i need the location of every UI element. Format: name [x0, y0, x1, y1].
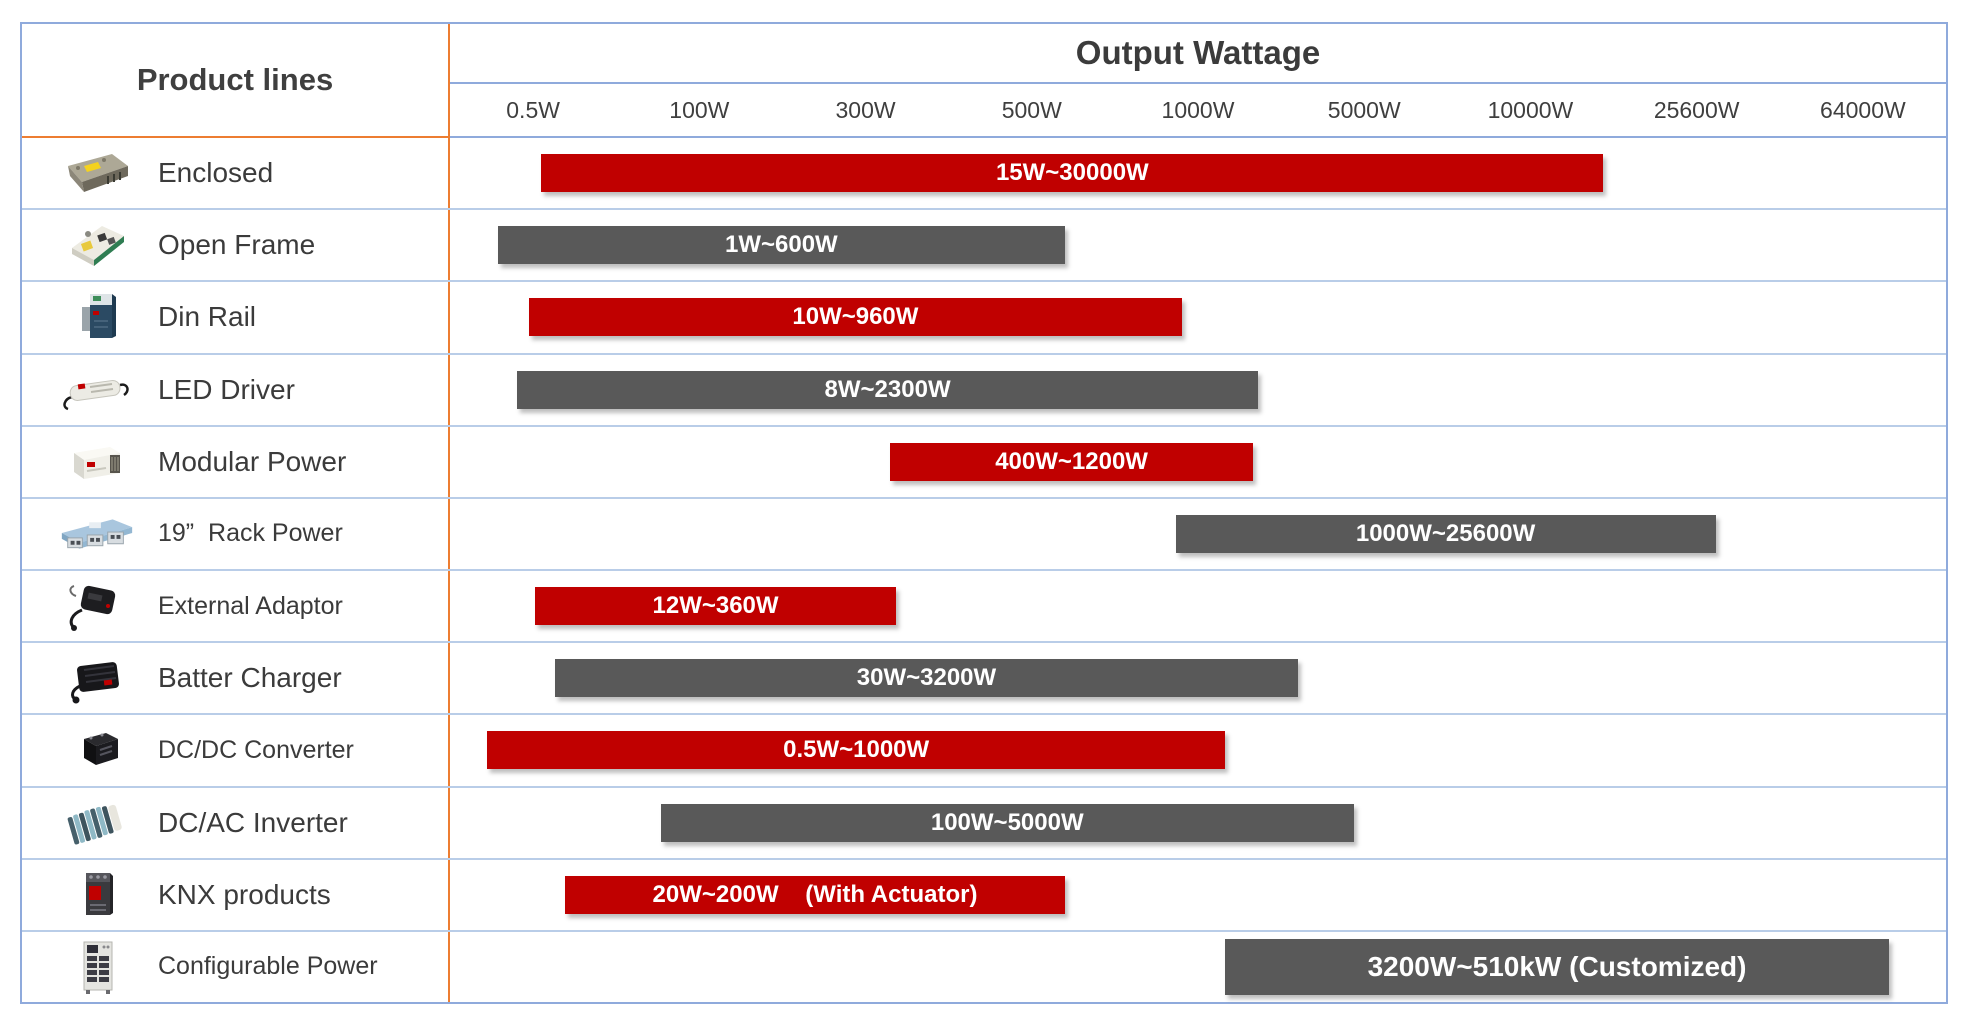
- product-name-dcdc-converter: DC/DC Converter: [158, 735, 354, 764]
- wattage-bar-dcdc-converter: 0.5W~1000W: [487, 731, 1225, 770]
- product-cell-led-driver: LED Driver: [22, 354, 450, 425]
- product-name-batter-charger: Batter Charger: [158, 662, 342, 694]
- product-cell-enclosed: Enclosed: [22, 138, 450, 209]
- wattage-bar-din-rail: 10W~960W: [529, 298, 1182, 337]
- bar-cell-open-frame: 1W~600W: [450, 210, 1946, 280]
- table-row-enclosed: Enclosed 15W~30000W: [22, 138, 1946, 211]
- led-driver-icon: [56, 363, 138, 417]
- wattage-bar-open-frame: 1W~600W: [497, 226, 1065, 265]
- table-row-open-frame: Open Frame 1W~600W: [22, 210, 1946, 283]
- scale-label-3: 500W: [1001, 96, 1062, 123]
- wattage-bar-dcac-inverter: 100W~5000W: [660, 803, 1354, 842]
- din-rail-psu-icon: [56, 289, 138, 345]
- bar-cell-enclosed: 15W~30000W: [450, 138, 1946, 208]
- product-cell-dcac-inverter: DC/AC Inverter: [22, 787, 450, 858]
- bar-cell-dcac-inverter: 100W~5000W: [450, 788, 1946, 858]
- product-cell-knx-products: KNX products: [22, 859, 450, 930]
- dcdc-converter-icon: [56, 723, 138, 777]
- bar-cell-led-driver: 8W~2300W: [450, 355, 1946, 425]
- product-cell-configurable-power: Configurable Power: [22, 931, 450, 1003]
- modular-power-icon: [56, 435, 138, 489]
- product-cell-rack-power: 19” Rack Power: [22, 498, 450, 570]
- table-row-batter-charger: Batter Charger 30W~3200W: [22, 643, 1946, 716]
- bar-cell-external-adaptor: 12W~360W: [450, 571, 1946, 641]
- table-row-external-adaptor: External Adaptor 12W~360W: [22, 571, 1946, 644]
- table-row-dcac-inverter: DC/AC Inverter 100W~5000W: [22, 787, 1946, 860]
- enclosed-psu-icon: [56, 146, 138, 200]
- table-row-configurable-power: Configurable Power 3200W~510kW (Customiz…: [22, 931, 1946, 1003]
- battery-charger-icon: [56, 650, 138, 706]
- wattage-bar-batter-charger: 30W~3200W: [554, 659, 1299, 698]
- scale-label-5: 5000W: [1327, 96, 1401, 123]
- bar-cell-batter-charger: 30W~3200W: [450, 643, 1946, 713]
- product-lines-title: Product lines: [136, 62, 334, 97]
- product-cell-open-frame: Open Frame: [22, 210, 450, 281]
- configurable-power-icon: [56, 938, 138, 996]
- wattage-header: Output Wattage 0.5W 100W 300W 500W 1000W…: [450, 24, 1946, 138]
- product-cell-batter-charger: Batter Charger: [22, 643, 450, 714]
- table-row-led-driver: LED Driver 8W~2300W: [22, 354, 1946, 427]
- product-name-enclosed: Enclosed: [158, 157, 274, 189]
- scale-label-7: 25600W: [1653, 96, 1740, 123]
- table-row-modular-power: Modular Power 400W~1200W: [22, 426, 1946, 499]
- wattage-bar-configurable-power: 3200W~510kW (Customized): [1224, 938, 1890, 995]
- bar-cell-rack-power: 1000W~25600W: [450, 499, 1946, 569]
- table-row-knx-products: KNX products 20W~200W (With Actuator): [22, 859, 1946, 932]
- scale-label-2: 300W: [835, 96, 896, 123]
- table-row-rack-power: 19” Rack Power 1000W~25600W: [22, 498, 1946, 572]
- scale-label-1: 100W: [669, 96, 730, 123]
- product-name-external-adaptor: External Adaptor: [158, 591, 343, 620]
- product-name-knx-products: KNX products: [158, 878, 331, 910]
- product-cell-dcdc-converter: DC/DC Converter: [22, 715, 450, 786]
- bar-cell-knx-products: 20W~200W (With Actuator): [450, 860, 1946, 930]
- dcac-inverter-icon: [56, 796, 138, 850]
- bar-cell-din-rail: 10W~960W: [450, 282, 1946, 352]
- external-adaptor-icon: [56, 578, 138, 634]
- wattage-bar-external-adaptor: 12W~360W: [535, 587, 896, 626]
- knx-product-icon: [56, 867, 138, 923]
- bar-cell-modular-power: 400W~1200W: [450, 427, 1946, 497]
- wattage-bar-knx-products: 20W~200W (With Actuator): [565, 875, 1065, 914]
- scale-label-0: 0.5W: [506, 96, 560, 123]
- wattage-bar-modular-power: 400W~1200W: [889, 442, 1254, 481]
- product-name-dcac-inverter: DC/AC Inverter: [158, 806, 348, 838]
- product-name-open-frame: Open Frame: [158, 229, 316, 261]
- bar-cell-configurable-power: 3200W~510kW (Customized): [450, 932, 1946, 1002]
- product-cell-external-adaptor: External Adaptor: [22, 571, 450, 642]
- table-header: Product lines Output Wattage 0.5W 100W 3…: [22, 24, 1946, 138]
- product-name-modular-power: Modular Power: [158, 445, 347, 477]
- product-lines-header-cell: Product lines: [22, 24, 450, 138]
- output-wattage-title: Output Wattage: [450, 24, 1946, 84]
- product-name-configurable-power: Configurable Power: [158, 952, 378, 981]
- wattage-bar-rack-power: 1000W~25600W: [1175, 514, 1716, 553]
- wattage-bar-led-driver: 8W~2300W: [517, 370, 1258, 409]
- open-frame-psu-icon: [56, 218, 138, 272]
- table-row-dcdc-converter: DC/DC Converter 0.5W~1000W: [22, 715, 1946, 788]
- scale-label-4: 1000W: [1161, 96, 1235, 123]
- scale-label-8: 64000W: [1820, 96, 1906, 123]
- product-wattage-table: Product lines Output Wattage 0.5W 100W 3…: [20, 22, 1948, 1004]
- product-cell-modular-power: Modular Power: [22, 426, 450, 497]
- product-cell-din-rail: Din Rail: [22, 282, 450, 353]
- product-name-rack-power: 19” Rack Power: [158, 519, 343, 548]
- table-row-din-rail: Din Rail 10W~960W: [22, 282, 1946, 355]
- bar-cell-dcdc-converter: 0.5W~1000W: [450, 715, 1946, 785]
- wattage-scale-row: 0.5W 100W 300W 500W 1000W 5000W 10000W 2…: [450, 84, 1946, 138]
- product-name-din-rail: Din Rail: [158, 301, 257, 333]
- wattage-bar-enclosed: 15W~30000W: [541, 154, 1604, 193]
- rack-power-icon: [56, 507, 138, 561]
- scale-label-6: 10000W: [1487, 96, 1574, 123]
- product-name-led-driver: LED Driver: [158, 373, 295, 405]
